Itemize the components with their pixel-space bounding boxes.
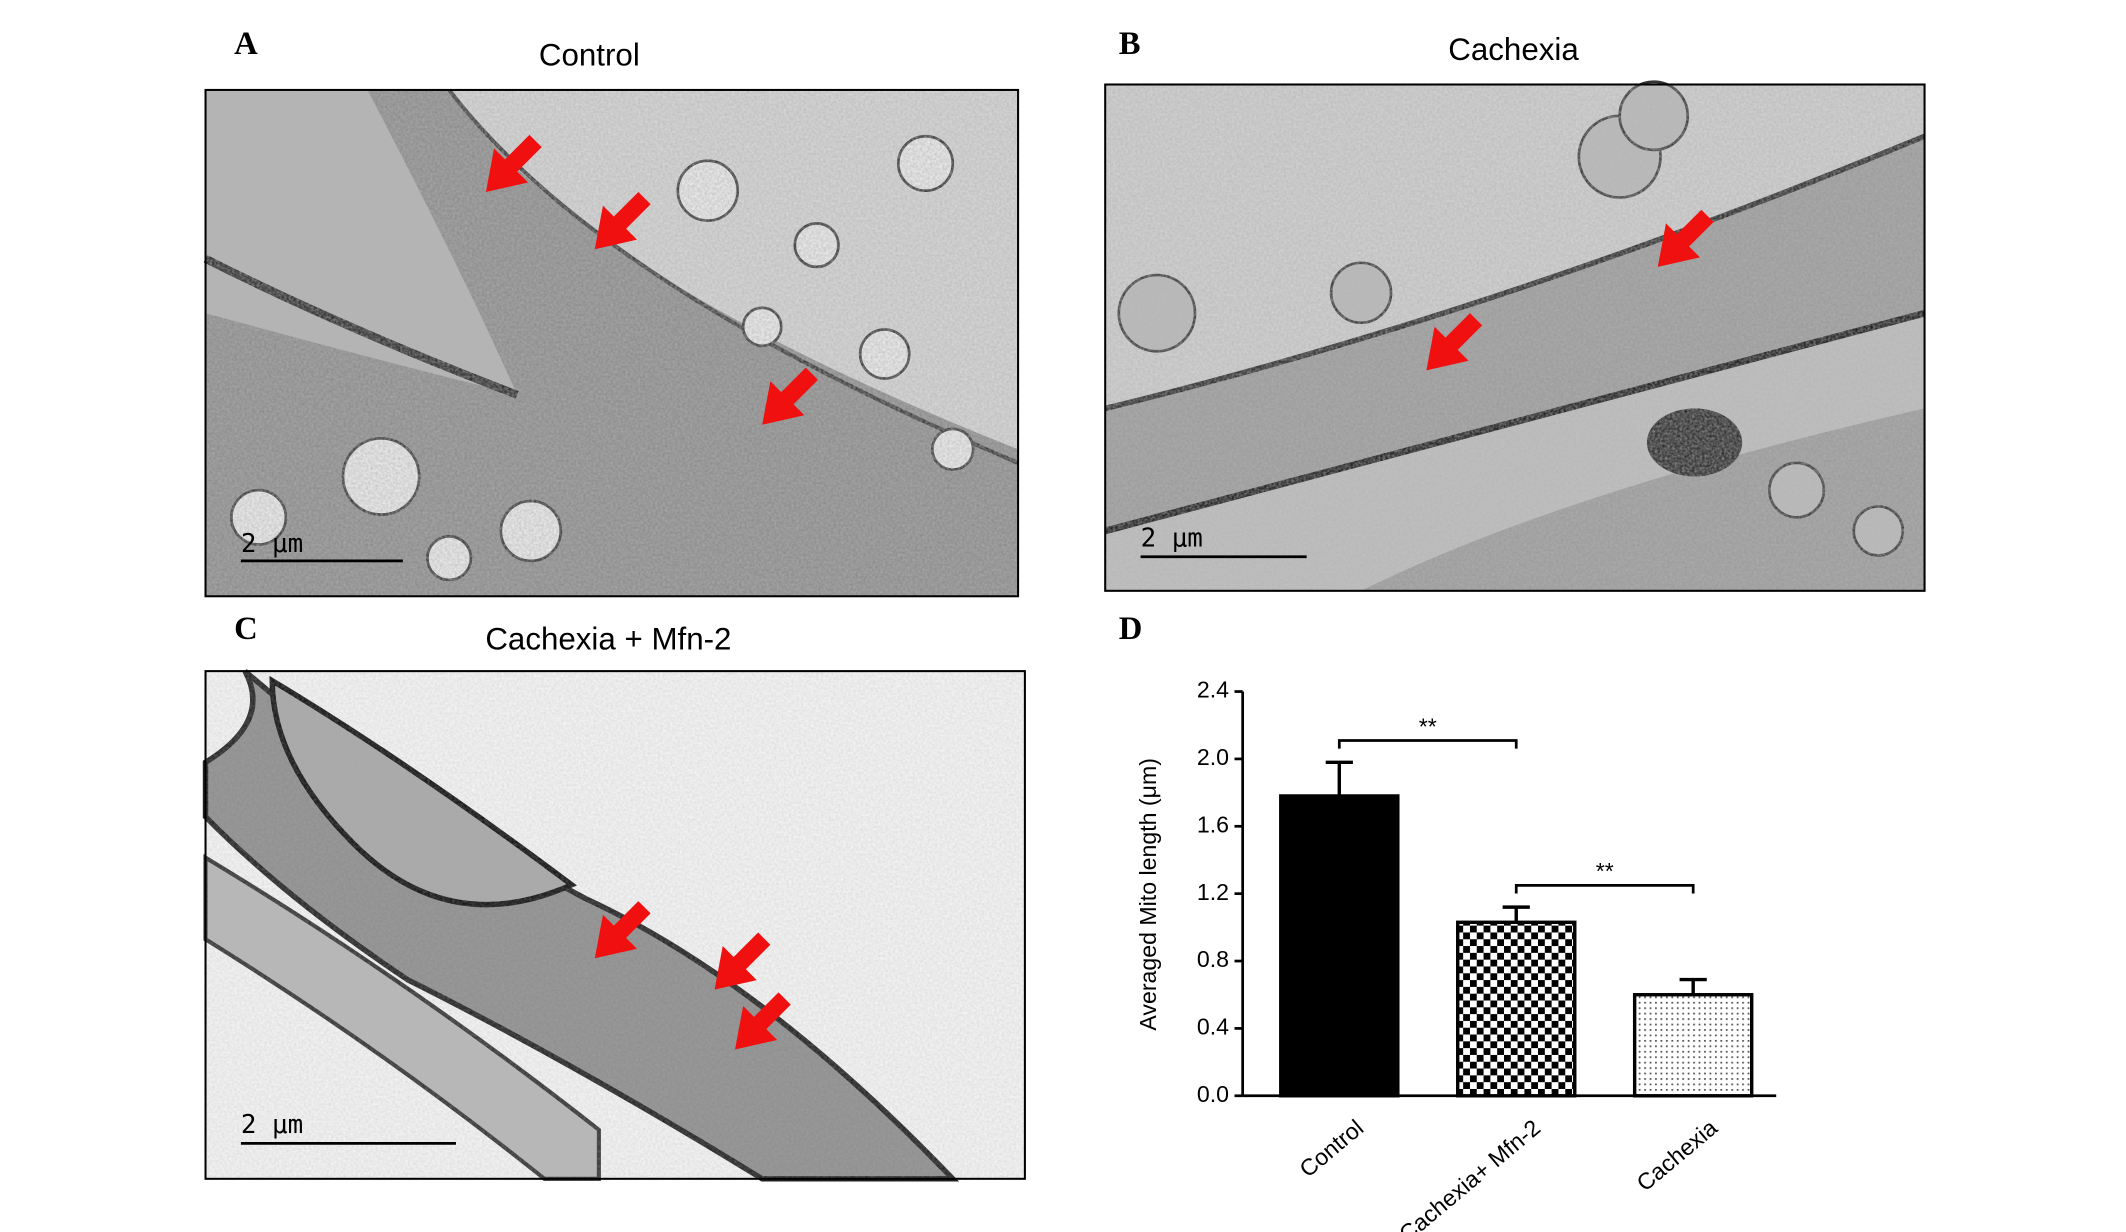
bar [1456,920,1577,1098]
panel-label: D [1119,611,1143,647]
panel-label: A [234,26,258,62]
panel-label: B [1119,26,1141,62]
y-tick-label: 0.8 [1197,946,1229,972]
x-tick-label: Control [1294,1114,1368,1182]
significance-bracket [1514,883,1695,894]
y-tick-label: 1.2 [1197,879,1229,905]
panel-a: A Control 2 μm [203,26,1020,598]
panel-title: Cachexia [1448,32,1579,67]
y-tick-label: 0.0 [1197,1081,1229,1107]
x-tick-label: Cachexia+ Mfn-2 [1394,1114,1545,1232]
panel-c: C Cachexia + Mfn-2 2 μm [202,611,1026,1182]
panel-title: Cachexia + Mfn-2 [485,621,731,656]
significance-label: ** [1419,713,1437,739]
scale-bar-label: 2 μm [241,529,303,559]
y-tick-label: 0.4 [1197,1014,1229,1040]
panel-b: B Cachexia 2 μm [1104,26,1926,592]
y-tick-label: 2.4 [1197,677,1229,703]
y-tick-label: 1.6 [1197,811,1229,837]
y-axis-label: Averaged Mito length (μm) [1135,758,1161,1031]
bar [1279,794,1400,1098]
panel-label: C [234,611,258,647]
scale-bar-label: 2 μm [1141,524,1203,554]
panel-title: Control [539,38,640,73]
significance-bracket [1337,739,1518,749]
panel-d: D Averaged Mito length (μm) 0.0 0.4 0.8 1.2… [1119,611,1777,1232]
x-tick-label: Cachexia [1632,1114,1723,1196]
bar [1632,993,1754,1098]
y-tick-label: 2.0 [1197,744,1229,770]
scale-bar-label: 2 μm [241,1110,303,1140]
significance-label: ** [1596,858,1614,884]
